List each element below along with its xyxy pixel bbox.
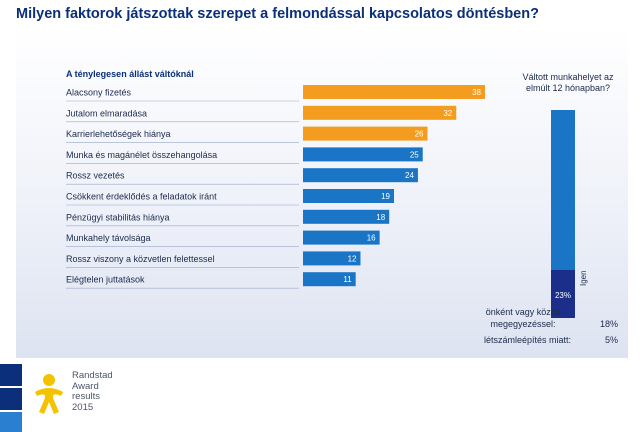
award-text: Randstad Award results 2015 <box>72 370 113 413</box>
bar-value-label: 26 <box>415 130 424 139</box>
reason-layoff-pct: 5% <box>604 335 618 345</box>
category-label: Karrierlehetőségek hiánya <box>66 129 171 139</box>
brand-square-2 <box>0 388 22 410</box>
category-label: Elégtelen juttatások <box>66 275 145 285</box>
side-bar-yes-segment <box>551 270 575 318</box>
page-title: Milyen faktorok játszottak szerepet a fe… <box>16 6 539 22</box>
chart-group-label: A ténylegesen állást váltóknál <box>66 69 194 79</box>
bar-value-label: 32 <box>443 109 452 118</box>
category-label: Munka és magánélet összehangolása <box>66 150 217 160</box>
bar <box>303 105 457 120</box>
bar-value-label: 19 <box>381 192 390 201</box>
category-label: Rossz viszony a közvetlen felettessel <box>66 254 215 264</box>
bar-value-label: 25 <box>410 150 419 159</box>
bar-value-label: 16 <box>367 234 376 243</box>
award-line-2: Award <box>72 380 99 392</box>
reason-voluntary-pct: 18% <box>599 319 618 329</box>
bar-value-label: 24 <box>405 171 414 180</box>
bar-value-label: 11 <box>343 275 352 284</box>
side-bar-yes-label: Igen <box>579 270 588 286</box>
category-label: Jutalom elmaradása <box>66 108 147 118</box>
bar <box>303 251 361 266</box>
reason-voluntary-label: önként vagy közös megegyezéssel: <box>485 307 561 329</box>
bar <box>303 230 380 245</box>
category-label: Munkahely távolsága <box>66 233 151 243</box>
category-label: Csökkent érdeklődés a feladatok iránt <box>66 192 217 202</box>
side-chart-label: Váltott munkahelyet az elmúlt 12 hónapba… <box>522 72 614 93</box>
award-figure-icon <box>35 374 63 414</box>
side-bar-yes-pct: 23% <box>554 291 571 300</box>
bar-value-label: 18 <box>376 213 385 222</box>
category-label: Alacsony fizetés <box>66 88 132 98</box>
bar-value-label: 12 <box>348 254 357 263</box>
award-line-4: 2015 <box>72 401 94 413</box>
bar <box>303 189 394 203</box>
brand-square-3 <box>0 412 22 432</box>
bar <box>303 147 423 162</box>
bar-chart: A ténylegesen állást váltóknál Alacsony f… <box>66 69 485 289</box>
bar <box>303 85 485 99</box>
award-line-3: results <box>72 391 100 402</box>
bar <box>303 272 356 287</box>
reason-layoff-label: létszámleépítés miatt: <box>484 335 572 345</box>
brand-square-1 <box>0 364 22 386</box>
category-label: Pénzügyi stabilitás hiánya <box>66 212 170 222</box>
reason-voluntary: önként vagy közös megegyezéssel: 18% <box>468 306 618 330</box>
bar <box>303 168 418 183</box>
bar <box>303 126 428 141</box>
reason-layoff: létszámleépítés miatt: 5% <box>484 334 618 346</box>
bar-value-label: 38 <box>472 88 481 97</box>
award-line-1: Randstad <box>72 370 113 381</box>
category-label: Rossz vezetés <box>66 171 125 181</box>
footer-strip <box>0 364 640 432</box>
side-bar-no-segment <box>551 110 575 271</box>
chart-panel: A ténylegesen állást váltóknál Alacsony f… <box>16 28 628 358</box>
side-stacked-bar: 23% <box>551 110 575 318</box>
bar <box>303 209 390 224</box>
